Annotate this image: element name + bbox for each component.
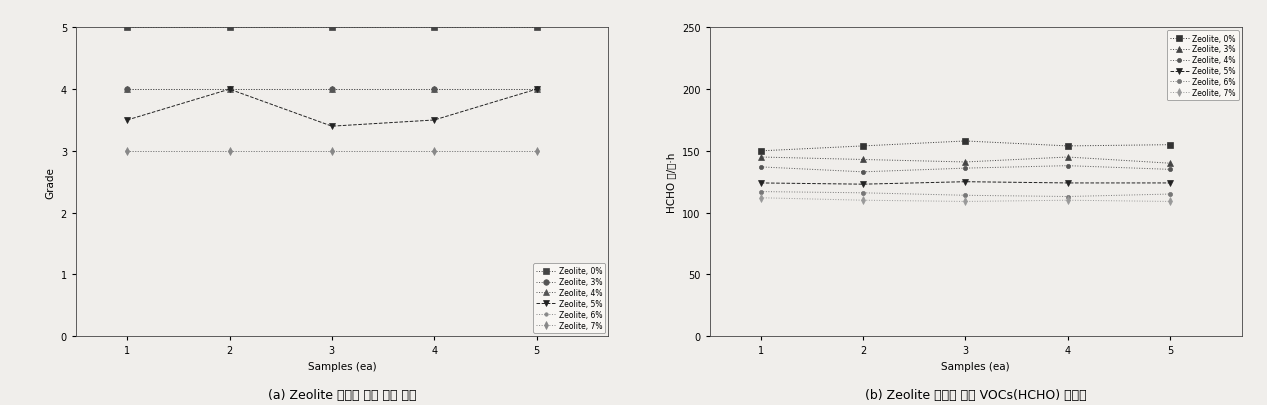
Zeolite, 3%	[855, 158, 870, 162]
Zeolite, 0%	[1060, 144, 1076, 149]
Zeolite, 4%	[1060, 164, 1076, 168]
Zeolite, 7%	[119, 149, 134, 154]
Zeolite, 3%	[1060, 155, 1076, 160]
Zeolite, 6%	[1162, 192, 1177, 197]
Zeolite, 0%	[528, 26, 544, 31]
Zeolite, 0%	[324, 26, 340, 31]
Zeolite, 5%	[119, 118, 134, 123]
Zeolite, 3%	[528, 87, 544, 92]
Zeolite, 0%	[855, 144, 870, 149]
Line: Zeolite, 6%: Zeolite, 6%	[124, 148, 540, 155]
Zeolite, 4%	[958, 166, 973, 171]
Zeolite, 6%	[753, 190, 768, 194]
Line: Zeolite, 5%: Zeolite, 5%	[124, 86, 540, 130]
Zeolite, 6%	[119, 149, 134, 154]
Text: (b) Zeolite 함량에 따른 VOCs(HCHO) 방출량: (b) Zeolite 함량에 따른 VOCs(HCHO) 방출량	[865, 388, 1086, 401]
Y-axis label: HCHO ㎍/㎡·h: HCHO ㎍/㎡·h	[666, 152, 677, 212]
X-axis label: Samples (ea): Samples (ea)	[308, 361, 376, 371]
Line: Zeolite, 7%: Zeolite, 7%	[758, 196, 1173, 205]
Zeolite, 6%	[1060, 194, 1076, 199]
Zeolite, 4%	[855, 170, 870, 175]
Zeolite, 0%	[753, 149, 768, 154]
Zeolite, 4%	[427, 87, 442, 92]
Zeolite, 4%	[324, 87, 340, 92]
Zeolite, 6%	[528, 149, 544, 154]
Zeolite, 7%	[528, 149, 544, 154]
Zeolite, 7%	[427, 149, 442, 154]
Zeolite, 3%	[324, 87, 340, 92]
Zeolite, 6%	[855, 191, 870, 196]
Text: (a) Zeolite 함량에 따른 냄새 특성: (a) Zeolite 함량에 따른 냄새 특성	[267, 388, 417, 401]
Legend: Zeolite, 0%, Zeolite, 3%, Zeolite, 4%, Zeolite, 5%, Zeolite, 6%, Zeolite, 7%: Zeolite, 0%, Zeolite, 3%, Zeolite, 4%, Z…	[533, 264, 606, 333]
Zeolite, 3%	[1162, 161, 1177, 166]
Zeolite, 6%	[324, 149, 340, 154]
Zeolite, 3%	[119, 87, 134, 92]
Zeolite, 0%	[427, 26, 442, 31]
Line: Zeolite, 3%: Zeolite, 3%	[758, 155, 1173, 166]
Zeolite, 5%	[855, 182, 870, 187]
Zeolite, 4%	[222, 87, 237, 92]
Line: Zeolite, 6%: Zeolite, 6%	[756, 188, 1175, 201]
Zeolite, 4%	[528, 87, 544, 92]
Line: Zeolite, 5%: Zeolite, 5%	[758, 179, 1173, 188]
Line: Zeolite, 0%: Zeolite, 0%	[758, 138, 1173, 155]
Zeolite, 3%	[222, 87, 237, 92]
Zeolite, 5%	[1162, 181, 1177, 186]
Zeolite, 7%	[855, 198, 870, 203]
Zeolite, 3%	[753, 155, 768, 160]
Zeolite, 5%	[958, 180, 973, 185]
Zeolite, 4%	[753, 165, 768, 170]
Legend: Zeolite, 0%, Zeolite, 3%, Zeolite, 4%, Zeolite, 5%, Zeolite, 6%, Zeolite, 7%: Zeolite, 0%, Zeolite, 3%, Zeolite, 4%, Z…	[1167, 32, 1239, 101]
Zeolite, 0%	[1162, 143, 1177, 148]
Line: Zeolite, 7%: Zeolite, 7%	[124, 149, 540, 154]
Zeolite, 7%	[958, 200, 973, 205]
Zeolite, 5%	[528, 87, 544, 92]
Zeolite, 0%	[119, 26, 134, 31]
Y-axis label: Grade: Grade	[46, 166, 56, 198]
Zeolite, 6%	[222, 149, 237, 154]
Zeolite, 4%	[1162, 168, 1177, 173]
Zeolite, 0%	[222, 26, 237, 31]
Zeolite, 3%	[427, 87, 442, 92]
Zeolite, 5%	[753, 181, 768, 186]
Zeolite, 7%	[222, 149, 237, 154]
Zeolite, 7%	[1060, 198, 1076, 203]
Zeolite, 5%	[1060, 181, 1076, 186]
Line: Zeolite, 3%: Zeolite, 3%	[124, 87, 540, 93]
Line: Zeolite, 0%: Zeolite, 0%	[124, 26, 540, 31]
X-axis label: Samples (ea): Samples (ea)	[941, 361, 1010, 371]
Zeolite, 7%	[324, 149, 340, 154]
Zeolite, 5%	[427, 118, 442, 123]
Zeolite, 5%	[324, 124, 340, 129]
Zeolite, 6%	[958, 193, 973, 198]
Zeolite, 6%	[427, 149, 442, 154]
Zeolite, 4%	[119, 87, 134, 92]
Line: Zeolite, 4%: Zeolite, 4%	[756, 162, 1175, 177]
Line: Zeolite, 4%: Zeolite, 4%	[124, 87, 540, 93]
Zeolite, 3%	[958, 160, 973, 165]
Zeolite, 0%	[958, 139, 973, 144]
Zeolite, 7%	[753, 196, 768, 201]
Zeolite, 7%	[1162, 200, 1177, 205]
Zeolite, 5%	[222, 87, 237, 92]
